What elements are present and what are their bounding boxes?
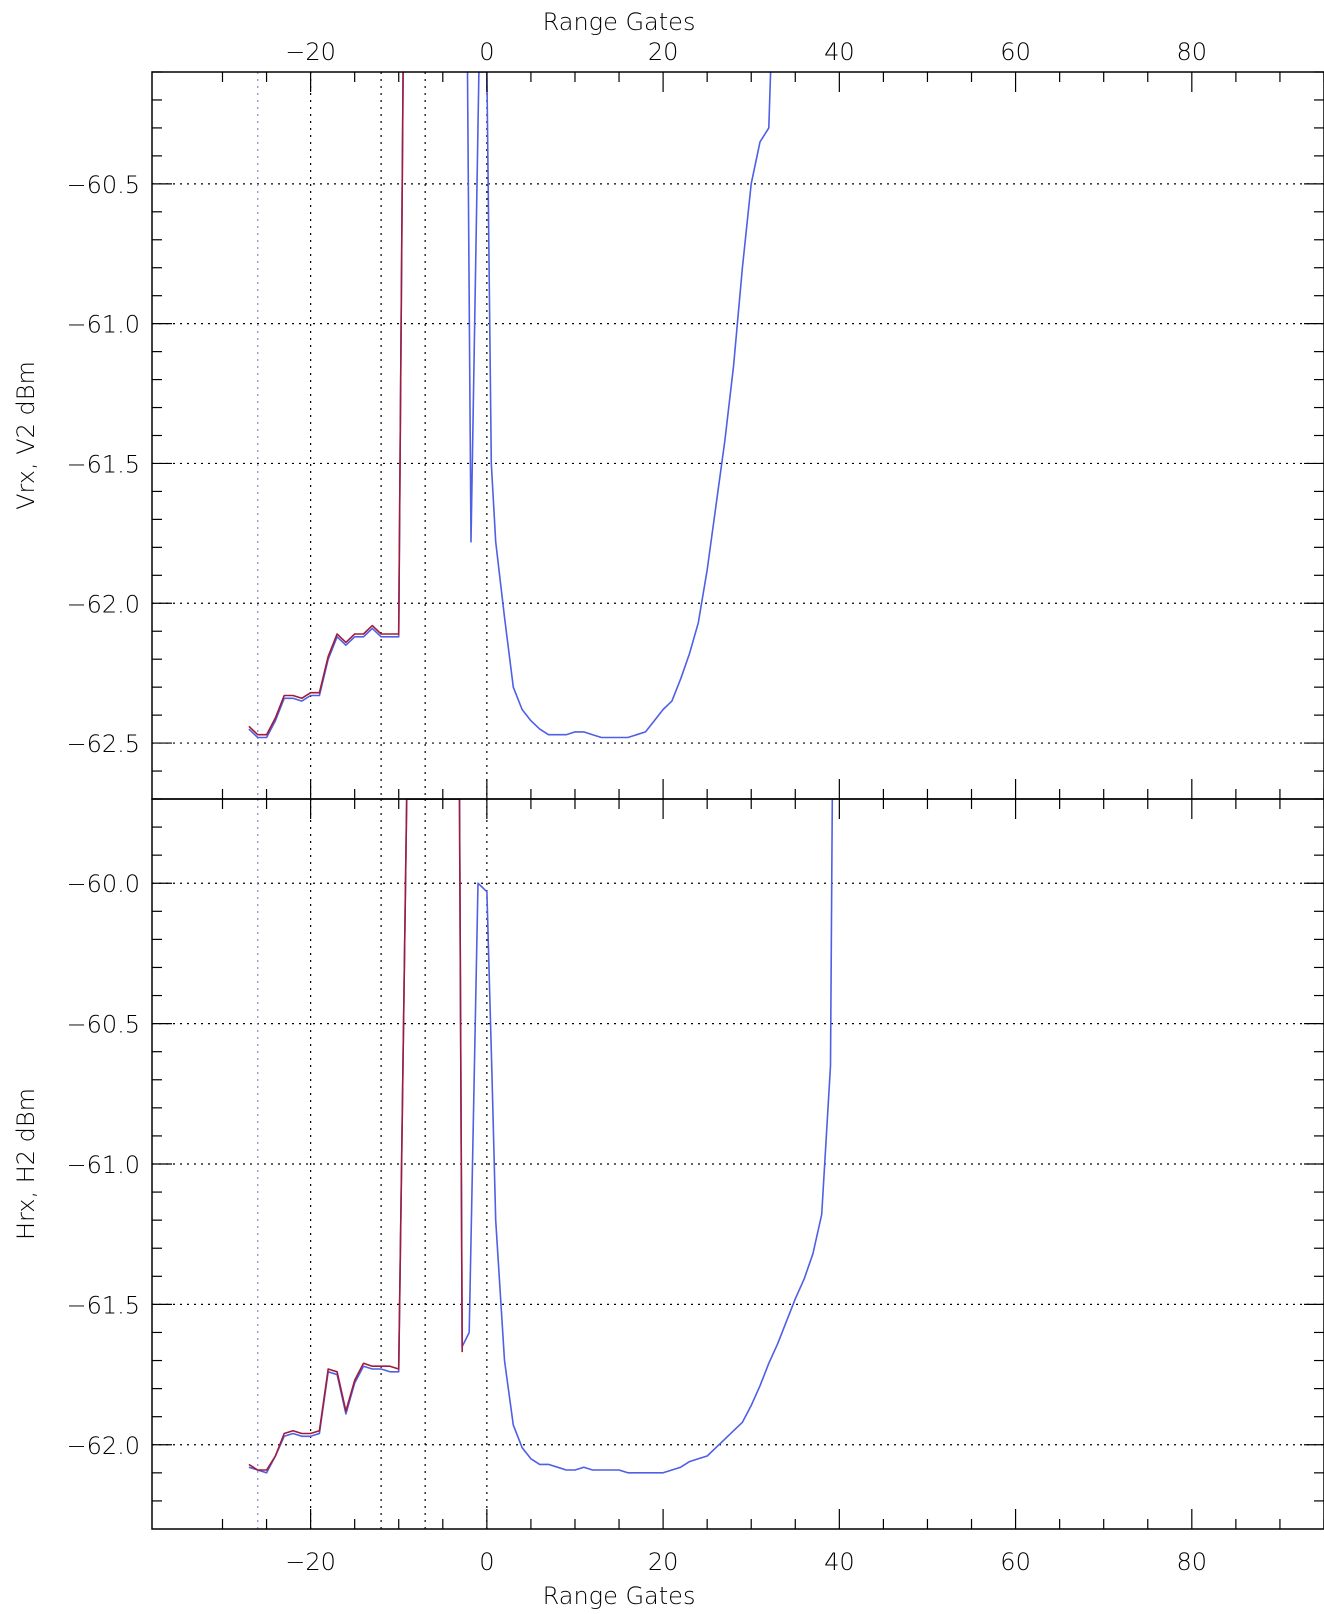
top-xtick-label: 0 <box>479 38 494 66</box>
top-xtick-label: −20 <box>285 38 336 66</box>
bottom-xlabel: Range Gates <box>543 1582 696 1610</box>
bottom-ytick-label: −61.5 <box>66 1291 140 1319</box>
top-ytick-label: −60.5 <box>66 171 140 199</box>
bottom-series-line-2 <box>468 799 834 1474</box>
bottom-series-line-1 <box>248 799 464 1471</box>
top-ytick-label: −62.5 <box>66 730 140 758</box>
bottom-xtick-label: 0 <box>479 1548 494 1576</box>
top-series-line-2 <box>466 72 772 739</box>
bottom-xtick-label: −20 <box>285 1548 336 1576</box>
top-plot-frame <box>151 71 1324 800</box>
top-series-line-0 <box>248 72 404 739</box>
bottom-ytick-label: −60.5 <box>66 1011 140 1039</box>
top-ytick-label: −61.0 <box>66 311 140 339</box>
top-xtick-label: 40 <box>824 38 855 66</box>
bottom-ytick-label: −61.0 <box>66 1151 140 1179</box>
bottom-xtick-label: 20 <box>648 1548 679 1576</box>
bottom-ytick-label: −60.0 <box>66 870 140 898</box>
bottom-plot-frame <box>151 798 1324 1530</box>
top-ylabel: Vrx, V2 dBm <box>12 361 40 510</box>
top-series-line-1 <box>248 72 404 736</box>
top-xtick-label: 20 <box>648 38 679 66</box>
grid-layer <box>152 72 1324 1529</box>
top-ytick-label: −61.5 <box>66 450 140 478</box>
axes-layer <box>151 71 1324 1530</box>
bottom-xtick-label: 60 <box>1000 1548 1031 1576</box>
bottom-ylabel: Hrx, H2 dBm <box>12 1088 40 1240</box>
labels-layer: −62.5 −62.0 −61.5 −61.0 −60.5 Vrx, V2 dBm −20 0… <box>12 8 1207 1610</box>
bottom-ytick-label: −62.0 <box>66 1432 140 1460</box>
series-layer <box>248 72 834 1474</box>
top-xlabel: Range Gates <box>543 8 696 36</box>
top-xtick-label: 60 <box>1000 38 1031 66</box>
bottom-xtick-label: 40 <box>824 1548 855 1576</box>
top-xtick-label: 80 <box>1177 38 1208 66</box>
bottom-xtick-label: 80 <box>1177 1548 1208 1576</box>
top-ytick-label: −62.0 <box>66 590 140 618</box>
